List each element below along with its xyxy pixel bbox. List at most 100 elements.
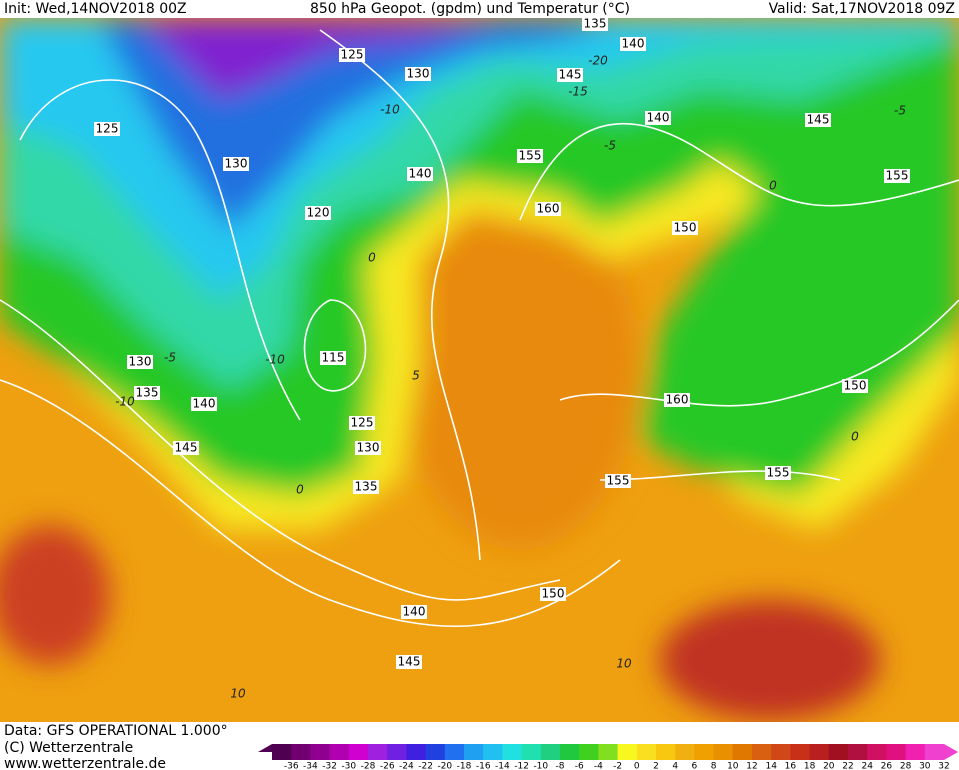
colorbar-label: 18: [804, 762, 816, 770]
copyright: (C) Wetterzentrale: [4, 740, 133, 756]
contour-label-box: [173, 441, 199, 455]
contour-label: 115: [322, 351, 345, 365]
isotherm-label: 0: [851, 430, 859, 444]
colorbar-swatch: [809, 744, 830, 760]
colorbar-swatch: [886, 744, 907, 760]
contour-label: 150: [542, 587, 565, 601]
colorbar-swatch: [867, 744, 887, 760]
isotherm-label: 10: [230, 687, 246, 701]
colorbar-swatch: [502, 744, 523, 760]
colorbar-label: 30: [919, 762, 931, 770]
colorbar-label: -36: [284, 762, 299, 770]
contour-label-box: [765, 466, 791, 480]
colorbar-swatch: [598, 744, 619, 760]
colorbar-label: -24: [399, 762, 414, 770]
colorbar-label: 10: [727, 762, 739, 770]
contour-label-box: [535, 202, 561, 216]
colorbar-arrow: [944, 744, 958, 760]
isotherm-label: -10: [265, 353, 285, 367]
contour-label: 130: [129, 355, 152, 369]
isotherm-label: -5: [894, 104, 906, 118]
colorbar-label: -16: [476, 762, 491, 770]
contour-label: 120: [307, 206, 330, 220]
contour-label: 125: [96, 122, 119, 136]
colorbar-label: -14: [495, 762, 510, 770]
contour-label-box: [401, 605, 427, 619]
contour-label-box: [320, 351, 346, 365]
contour-label: 150: [844, 379, 867, 393]
contour-label-box: [805, 113, 831, 127]
colorbar-label: -28: [361, 762, 376, 770]
colorbar-label: 14: [765, 762, 777, 770]
colorbar-label: -10: [533, 762, 548, 770]
init-time: Init: Wed,14NOV2018 00Z: [4, 1, 187, 17]
contour-label: 145: [175, 441, 198, 455]
colorbar-label: -18: [457, 762, 472, 770]
contour-label: 160: [666, 393, 689, 407]
colorbar-swatch: [771, 744, 791, 760]
colorbar-label: -34: [303, 762, 318, 770]
contour-label: 145: [398, 655, 421, 669]
contour-label-box: [557, 68, 583, 82]
contour-label-box: [884, 169, 910, 183]
contour-label: 155: [607, 474, 630, 488]
colorbar-swatch: [540, 744, 561, 760]
colorbar-swatch: [425, 744, 446, 760]
colorbar-swatch: [444, 744, 465, 760]
contour-label: 125: [351, 416, 374, 430]
contour-label-box: [842, 379, 868, 393]
colorbar-swatch: [828, 744, 849, 760]
contour-label-box: [223, 157, 249, 171]
colorbar-label: -6: [575, 762, 584, 770]
colorbar-label: 26: [881, 762, 893, 770]
contour-label-box: [407, 167, 433, 181]
colorbar-label: 0: [634, 762, 640, 770]
colorbar-swatch: [694, 744, 715, 760]
colorbar-swatch: [848, 744, 868, 760]
colorbar-label: -8: [556, 762, 565, 770]
colorbar-swatch: [752, 744, 772, 760]
contour-label-box: [134, 386, 160, 400]
contour-label-box: [355, 441, 381, 455]
contour-label: 140: [409, 167, 432, 181]
contour-label: 135: [355, 480, 378, 494]
contour-label: 140: [647, 111, 670, 125]
contour-label: 130: [407, 67, 430, 81]
colorbar-label: -32: [322, 762, 337, 770]
map-title: 850 hPa Geopot. (gpdm) und Temperatur (°…: [310, 1, 630, 17]
isotherm-label: -10: [380, 103, 400, 117]
colorbar-swatch: [329, 744, 350, 760]
colorbar-swatch: [406, 744, 427, 760]
website: www.wetterzentrale.de: [4, 756, 166, 770]
colorbar-swatch: [310, 744, 331, 760]
colorbar-arrow: [258, 744, 272, 760]
colorbar-label: 32: [938, 762, 949, 770]
contour-label-box: [645, 111, 671, 125]
colorbar-swatch: [905, 744, 926, 760]
contour-label: 135: [584, 17, 607, 31]
colorbar-swatch: [732, 744, 753, 760]
contour-label: 160: [537, 202, 560, 216]
contour-label: 155: [886, 169, 909, 183]
contour-label: 155: [519, 149, 542, 163]
contour-label-box: [405, 67, 431, 81]
contour-label-box: [540, 587, 566, 601]
isotherm-label: -5: [604, 139, 616, 153]
isotherm-label: 5: [412, 369, 420, 383]
map-area: [0, 18, 959, 722]
contour-label: 140: [403, 605, 426, 619]
contour-label: 140: [622, 37, 645, 51]
isotherm-label: 10: [616, 657, 632, 671]
isotherm-label: 0: [296, 483, 304, 497]
colorbar-swatch: [560, 744, 580, 760]
colorbar-swatch: [790, 744, 811, 760]
colorbar-label: 24: [861, 762, 873, 770]
data-source: Data: GFS OPERATIONAL 1.000°: [4, 723, 228, 739]
colorbar-label: 2: [653, 762, 659, 770]
contour-label-box: [349, 416, 375, 430]
colorbar-label: -22: [418, 762, 433, 770]
contour-label-box: [664, 393, 690, 407]
contour-label-box: [605, 474, 631, 488]
colorbar-swatch: [675, 744, 695, 760]
